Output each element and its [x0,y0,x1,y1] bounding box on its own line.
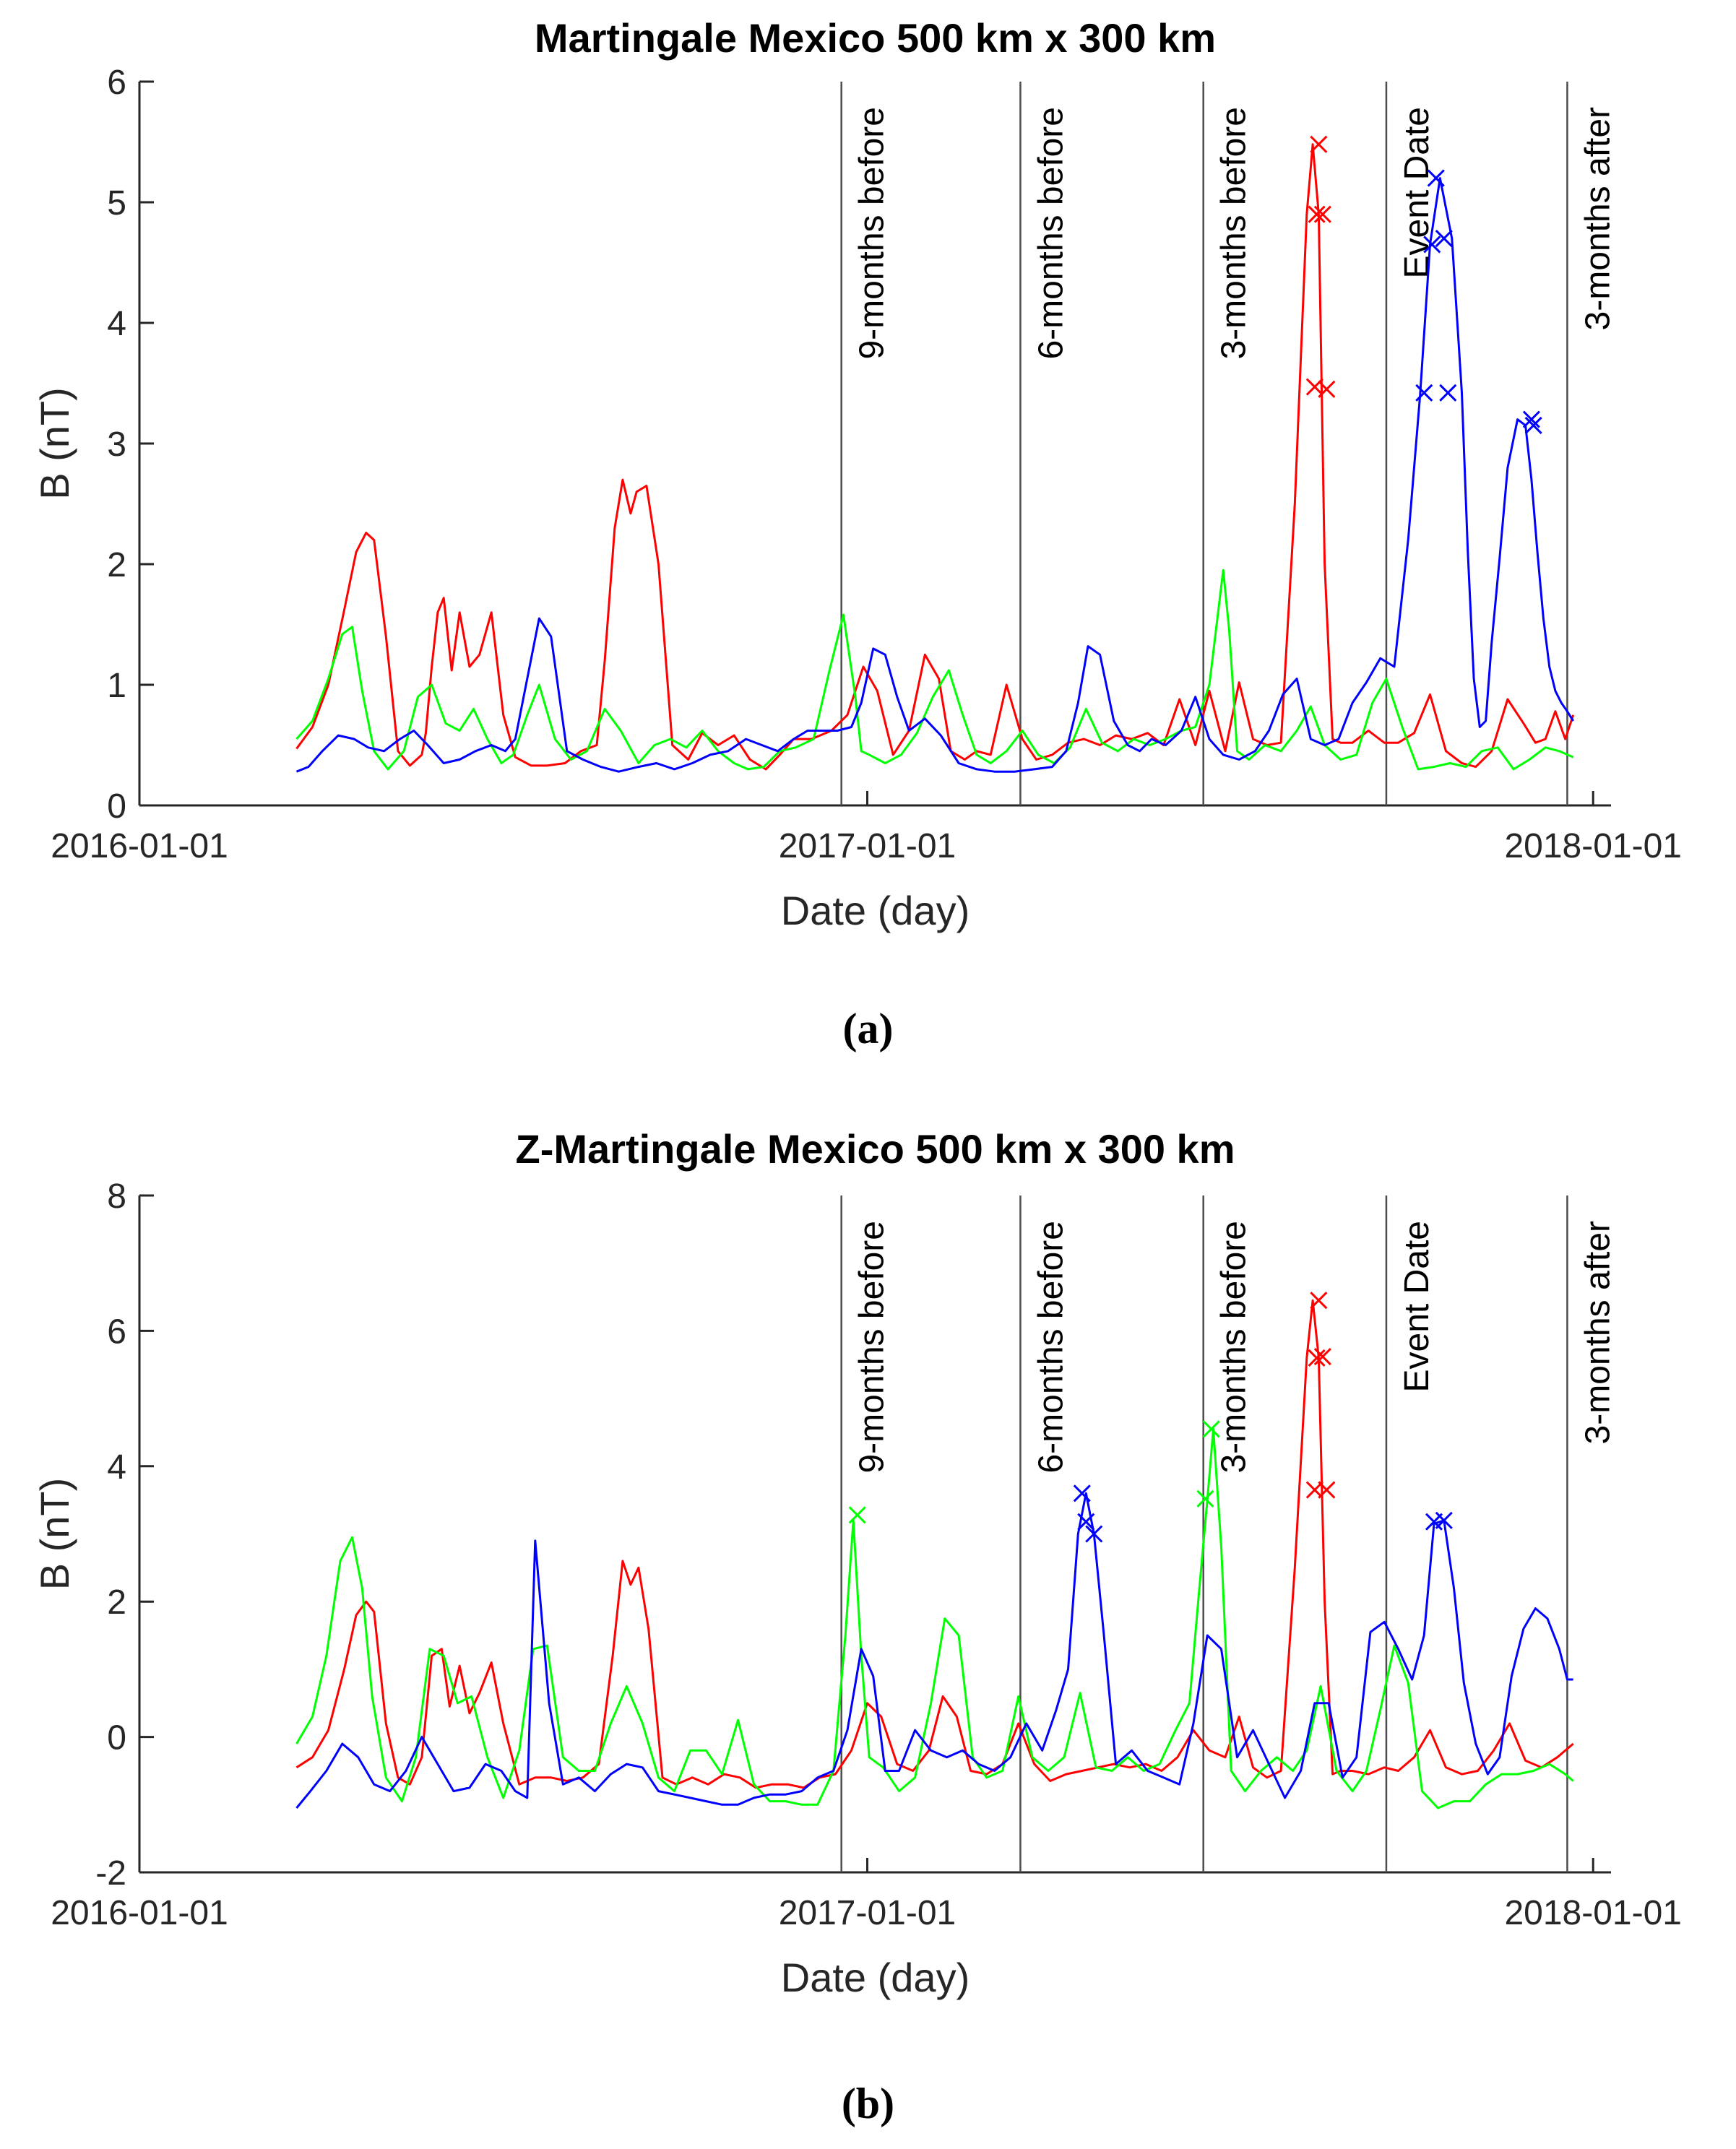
caption-b: (b) [0,2079,1736,2129]
peak-marker-stroke [1313,205,1331,223]
series-line-red [295,143,1575,771]
chart-a: Martingale Mexico 500 km x 300 km 0 1 2 3 4 5 6… [32,15,1682,933]
peak-marker [1313,1347,1331,1366]
reference-line-label: Event Date [1398,1221,1436,1392]
series-line-blue [295,177,1574,773]
peak-marker-stroke [1439,384,1457,402]
peak-marker [848,1506,866,1524]
peak-marker [1522,410,1540,428]
peak-marker-stroke [1318,1481,1336,1499]
y-tick-label: 0 [107,787,126,826]
x-axis-label: Date (day) [781,888,970,933]
y-tick-label: 4 [107,1448,126,1487]
peak-marker-stroke [1423,235,1441,254]
peak-marker-stroke [1318,380,1336,398]
peak-marker-stroke [1077,1513,1095,1531]
peak-marker [1310,135,1328,153]
y-axis-label: B (nT) [32,1478,77,1591]
y-tick-label: 0 [107,1719,126,1757]
x-tick-label: 2016-01-01 [51,827,228,865]
peak-marker-stroke [1308,1349,1326,1367]
peak-marker-stroke [1427,169,1445,187]
peak-marker-stroke [1415,384,1433,402]
x-tick-label: 2016-01-01 [51,1894,228,1932]
peak-marker [1196,1489,1214,1508]
peak-marker [1524,416,1542,435]
reference-line-label: 3-months before [1215,107,1253,360]
peak-marker-stroke [1435,1511,1453,1529]
y-tick-label: 6 [107,1313,126,1351]
chart-title: Martingale Mexico 500 km x 300 km [535,15,1216,61]
peak-marker [1427,169,1445,187]
peak-marker-stroke [848,1506,866,1524]
series-line-blue [295,1492,1573,1809]
peak-marker-stroke [1524,416,1542,435]
y-tick-label: 5 [107,184,126,222]
peak-marker [1308,205,1326,223]
y-tick-label: 6 [107,64,126,102]
x-tick-label: 2018-01-01 [1504,1894,1682,1932]
reference-line-label: 6-months before [1032,1221,1070,1474]
reference-line-label: 3-months before [1215,1221,1253,1474]
y-tick-label: 2 [107,1583,126,1622]
peak-marker-stroke [1196,1489,1214,1508]
peak-marker-stroke [1313,1347,1331,1366]
peak-marker [1310,1292,1328,1310]
peak-marker [1308,1349,1326,1367]
y-axis-label: B (nT) [32,387,77,500]
peak-marker-stroke [1085,1525,1103,1543]
y-tick-label: 8 [107,1177,126,1216]
y-tick-label: -2 [95,1854,126,1893]
caption-a-text: (a) [842,1005,894,1052]
chart-title: Z-Martingale Mexico 500 km x 300 km [516,1126,1235,1172]
y-tick-label: 1 [107,667,126,705]
x-tick-label: 2018-01-01 [1504,827,1682,865]
peak-marker [1435,1511,1453,1529]
peak-marker-stroke [1310,1292,1328,1310]
x-tick-label: 2017-01-01 [779,1894,956,1932]
y-tick-label: 3 [107,425,126,464]
caption-b-text: (b) [841,2080,895,2127]
reference-line-label: 3-months after [1579,1221,1617,1444]
peak-marker-stroke [1073,1484,1091,1502]
chart-b: Z-Martingale Mexico 500 km x 300 km -2 0 2 4… [32,1126,1682,2000]
reference-line-label: 6-months before [1032,107,1070,360]
peak-marker-stroke [1522,410,1540,428]
peak-marker [1423,235,1441,254]
x-axis-label: Date (day) [781,1955,970,2000]
reference-line-label: 3-months after [1579,107,1617,330]
y-tick-label: 4 [107,305,126,343]
peak-marker [1415,384,1433,402]
reference-line-label: 9-months before [853,107,891,360]
peak-marker [1318,1481,1336,1499]
peak-marker-stroke [1310,135,1328,153]
peak-marker [1313,205,1331,223]
peak-marker [1073,1484,1091,1502]
peak-marker [1202,1420,1220,1438]
peak-marker-stroke [1202,1420,1220,1438]
peak-marker-stroke [1308,205,1326,223]
reference-line-label: 9-months before [853,1221,891,1474]
peak-marker [1318,380,1336,398]
peak-marker [1305,378,1323,396]
series-line-green [295,568,1574,771]
caption-a: (a) [0,1004,1736,1054]
series-line-green [295,1427,1574,1809]
peak-marker [1085,1525,1103,1543]
y-tick-label: 2 [107,546,126,584]
series-line-red [295,1299,1574,1789]
peak-marker [1439,384,1457,402]
peak-marker [1077,1513,1095,1531]
x-tick-label: 2017-01-01 [779,827,956,865]
peak-marker-stroke [1435,230,1453,248]
peak-marker [1435,230,1453,248]
